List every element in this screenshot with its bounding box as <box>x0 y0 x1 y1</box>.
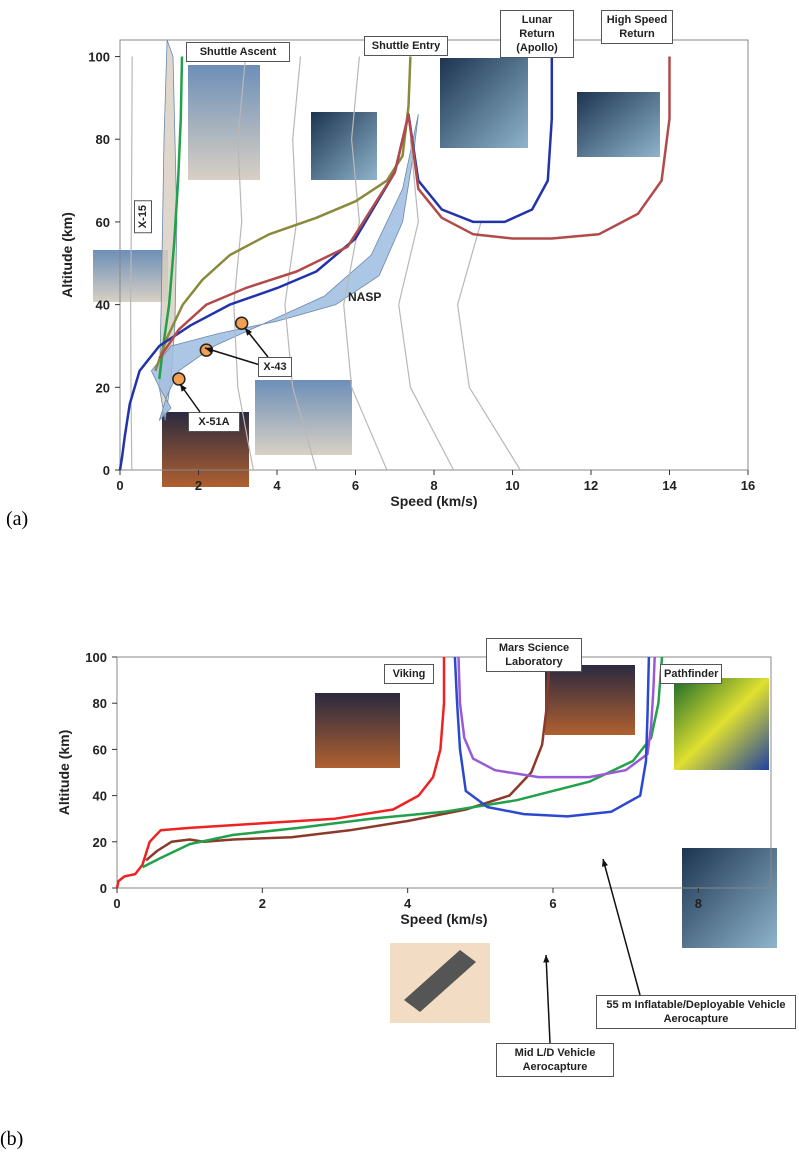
x-tick-label: 0 <box>113 896 120 911</box>
arrow-head <box>601 859 608 867</box>
x-tick-label: 10 <box>505 478 519 493</box>
photo <box>674 678 769 770</box>
panel-label: (b) <box>0 1128 24 1150</box>
trajectory <box>457 656 656 779</box>
photo <box>315 693 400 768</box>
y-tick-label: 20 <box>96 380 110 395</box>
x-tick-label: 6 <box>352 478 359 493</box>
x-tick-label: 2 <box>195 478 202 493</box>
trajectory <box>145 656 551 862</box>
photo <box>255 380 352 455</box>
trajectory <box>154 56 412 372</box>
x-tick-label: 6 <box>549 896 556 911</box>
arrow-head <box>543 955 550 963</box>
trajectory <box>453 656 651 818</box>
y-axis-title: Altitude (km) <box>59 212 75 298</box>
x-axis-title: Speed (km/s) <box>390 493 477 509</box>
trajectory <box>233 56 254 471</box>
annotation: NASP <box>348 290 382 304</box>
trajectory <box>118 56 554 471</box>
photo <box>545 665 635 735</box>
annotation: X-43 <box>258 357 292 377</box>
y-tick-label: 0 <box>103 463 110 478</box>
x-tick-label: 8 <box>695 896 702 911</box>
photo <box>440 58 528 148</box>
annotation: Mid L/D Vehicle Aerocapture <box>496 1043 614 1077</box>
x-tick-label: 4 <box>404 896 412 911</box>
panel-label: (a) <box>6 508 29 530</box>
x-axis-title: Speed (km/s) <box>400 911 487 927</box>
photo <box>577 92 660 157</box>
annotation: Shuttle Entry <box>364 36 448 56</box>
y-tick-label: 100 <box>88 50 110 65</box>
annotation-arrow <box>204 347 261 366</box>
photo <box>188 65 260 180</box>
x-tick-label: 4 <box>273 478 281 493</box>
y-tick-label: 60 <box>96 215 110 230</box>
annotation-arrow <box>602 858 641 996</box>
point <box>234 316 249 330</box>
trajectory <box>158 56 671 360</box>
x-tick-label: 12 <box>584 478 598 493</box>
y-tick-label: 40 <box>93 789 107 804</box>
y-tick-label: 60 <box>93 742 107 757</box>
y-axis-title: Altitude (km) <box>56 730 72 816</box>
annotation: X-51A <box>188 412 240 432</box>
annotation: Viking <box>384 664 434 684</box>
annotation: Mars Science Laboratory <box>486 638 582 672</box>
x-tick-label: 16 <box>741 478 755 493</box>
photo <box>682 848 777 948</box>
annotation: High Speed Return <box>601 10 673 44</box>
trajectory <box>398 139 455 471</box>
photo <box>404 950 476 1012</box>
trajectory <box>343 56 388 471</box>
annotation: Lunar Return (Apollo) <box>500 10 574 58</box>
x-tick-label: 14 <box>662 478 677 493</box>
annotation: X-15 <box>134 200 152 234</box>
y-tick-label: 100 <box>85 650 107 665</box>
annotation: 55 m Inflatable/Deployable Vehicle Aeroc… <box>596 995 796 1029</box>
photo <box>311 112 377 180</box>
arrow-head <box>245 328 253 336</box>
y-tick-label: 40 <box>96 298 110 313</box>
x-tick-label: 0 <box>116 478 123 493</box>
trajectory <box>141 656 664 869</box>
annotation: Pathfinder <box>660 664 722 684</box>
region <box>151 114 419 421</box>
point <box>172 372 186 386</box>
arrow-head <box>180 384 187 392</box>
trajectory <box>457 221 521 471</box>
x-tick-label: 2 <box>259 896 266 911</box>
trajectory <box>115 657 446 889</box>
x-tick-label: 8 <box>430 478 437 493</box>
arrow-head <box>205 347 213 354</box>
y-tick-label: 0 <box>100 881 107 896</box>
y-tick-label: 20 <box>93 835 107 850</box>
y-tick-label: 80 <box>93 696 107 711</box>
y-tick-label: 80 <box>96 132 110 147</box>
trajectory <box>284 56 317 471</box>
annotation: Shuttle Ascent <box>186 42 290 62</box>
annotation-arrow <box>545 954 551 1044</box>
